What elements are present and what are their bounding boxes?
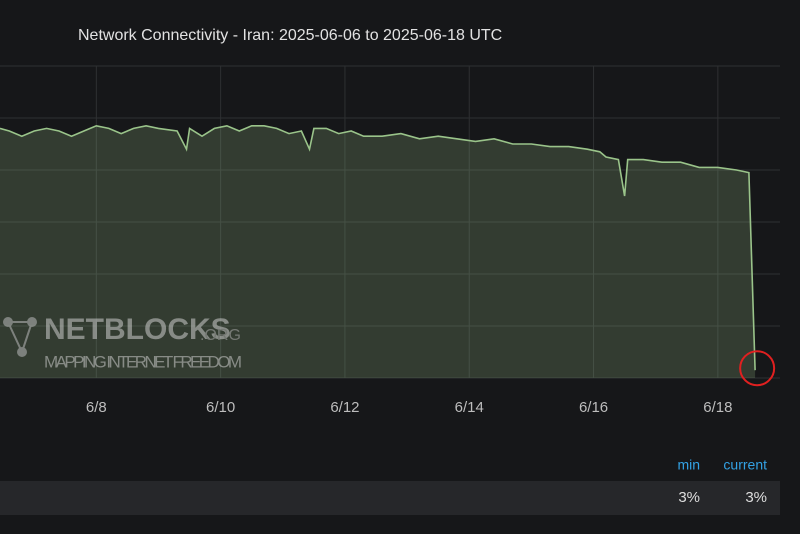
legend-value: 3% <box>745 489 767 506</box>
legend-row <box>0 481 780 515</box>
watermark: NETBLOCKS .ORG MAPPING INTERNET FREEDOM <box>3 313 242 371</box>
plot-area: 6/8 6/10 6/12 6/14 6/16 6/18 <box>0 65 780 416</box>
legend-header: min <box>677 457 700 473</box>
watermark-name: NETBLOCKS <box>44 313 231 346</box>
line <box>0 124 756 371</box>
area <box>0 125 756 378</box>
watermark-icon <box>6 321 34 355</box>
legend-value: 3% <box>678 489 700 506</box>
x-tick-label: 6/12 <box>330 399 359 416</box>
watermark-tagline: MAPPING INTERNET FREEDOM <box>44 352 242 371</box>
x-tick-label: 6/16 <box>579 399 608 416</box>
x-tick-label: 6/18 <box>703 399 732 416</box>
x-tick-label: 6/14 <box>455 399 484 416</box>
x-tick-label: 6/10 <box>206 399 235 416</box>
watermark-suffix: .ORG <box>200 327 241 344</box>
highlight-circle <box>739 350 776 387</box>
chart-title: Network Connectivity - Iran: 2025-06-06 … <box>78 27 502 44</box>
x-tick-label: 6/8 <box>86 399 107 416</box>
legend-header: current <box>723 457 767 473</box>
